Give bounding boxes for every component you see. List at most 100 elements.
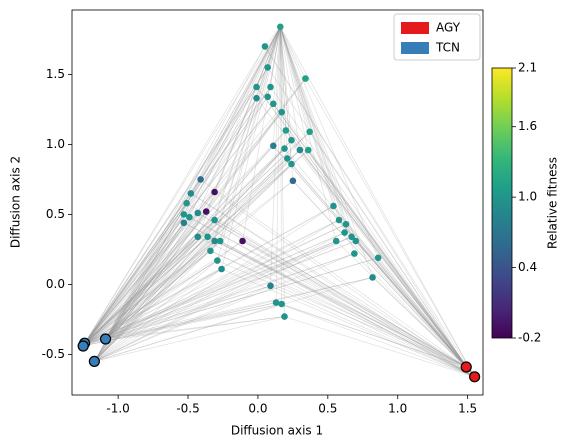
edge (105, 236, 199, 340)
edge (189, 216, 475, 378)
edge (105, 268, 222, 340)
edge (354, 253, 475, 378)
edge (84, 268, 222, 344)
edge (82, 193, 192, 347)
point (278, 108, 285, 116)
edge (83, 205, 334, 347)
edge (84, 98, 257, 344)
edge (210, 250, 475, 378)
edge (183, 26, 281, 215)
edge (84, 78, 306, 344)
edge (84, 277, 373, 344)
edge (197, 26, 281, 237)
edge (84, 163, 292, 344)
point (239, 237, 246, 245)
point (296, 146, 304, 154)
edge (207, 236, 475, 378)
edge (94, 219, 215, 362)
edge (94, 316, 285, 362)
edge (280, 26, 357, 242)
edge (197, 26, 281, 214)
edge (84, 148, 285, 344)
edge (105, 26, 281, 340)
point (302, 75, 309, 82)
edge (94, 148, 285, 362)
x-tick-label: 0.0 (248, 402, 267, 416)
y-axis-label: Diffusion axis 2 (9, 156, 23, 248)
edge (280, 26, 373, 278)
edge (279, 26, 292, 141)
edge (275, 302, 475, 378)
edge (279, 26, 287, 131)
edge (200, 26, 281, 180)
edge (267, 96, 467, 368)
edge (280, 26, 345, 233)
point (194, 209, 202, 217)
edge (105, 236, 208, 340)
point (194, 233, 202, 241)
edge (308, 149, 467, 368)
edge (183, 214, 467, 368)
edge (197, 236, 475, 378)
edge (83, 250, 211, 347)
edge (83, 240, 356, 347)
edge (94, 260, 218, 362)
edge (105, 240, 356, 340)
edge (105, 217, 190, 340)
legend-label: AGY (436, 21, 461, 35)
edge (355, 240, 475, 377)
edge (84, 112, 282, 344)
colorbar-tick-label: 0.4 (518, 260, 537, 274)
edge (105, 222, 185, 340)
point (261, 43, 269, 50)
edge (84, 26, 281, 344)
edge (105, 163, 292, 340)
edge (242, 240, 467, 368)
edge (214, 26, 281, 242)
edge (84, 219, 340, 344)
point (330, 202, 337, 210)
point (288, 136, 295, 144)
edge (280, 26, 309, 151)
y-tick-label: 1.0 (46, 137, 65, 151)
edge (186, 202, 467, 368)
point (352, 237, 360, 245)
edge (344, 232, 467, 368)
point (207, 247, 214, 255)
edge (82, 145, 274, 347)
edge (270, 285, 475, 378)
series-point (469, 371, 481, 383)
edge (205, 26, 281, 212)
edge (82, 86, 257, 347)
marks (77, 23, 481, 383)
edge (82, 46, 266, 347)
edge (270, 26, 281, 88)
edge (94, 103, 274, 362)
edge (84, 67, 268, 344)
edge (84, 240, 221, 344)
edge (273, 145, 467, 368)
point (281, 313, 288, 320)
edge (105, 240, 221, 340)
edge (84, 232, 345, 344)
point (211, 237, 218, 245)
edge (267, 96, 475, 377)
point (342, 220, 350, 228)
edge (105, 180, 294, 340)
y-tick-label: -0.5 (42, 347, 65, 361)
point (276, 23, 284, 31)
edge (84, 285, 271, 344)
edge (207, 26, 281, 237)
point (211, 188, 218, 196)
edge (280, 26, 310, 132)
edge (105, 219, 340, 340)
edge (190, 193, 467, 368)
edge (345, 224, 467, 368)
edge (221, 268, 475, 378)
edge (377, 257, 475, 377)
edge (305, 78, 475, 377)
edge (256, 86, 467, 368)
point (183, 199, 190, 207)
edge (308, 149, 475, 377)
